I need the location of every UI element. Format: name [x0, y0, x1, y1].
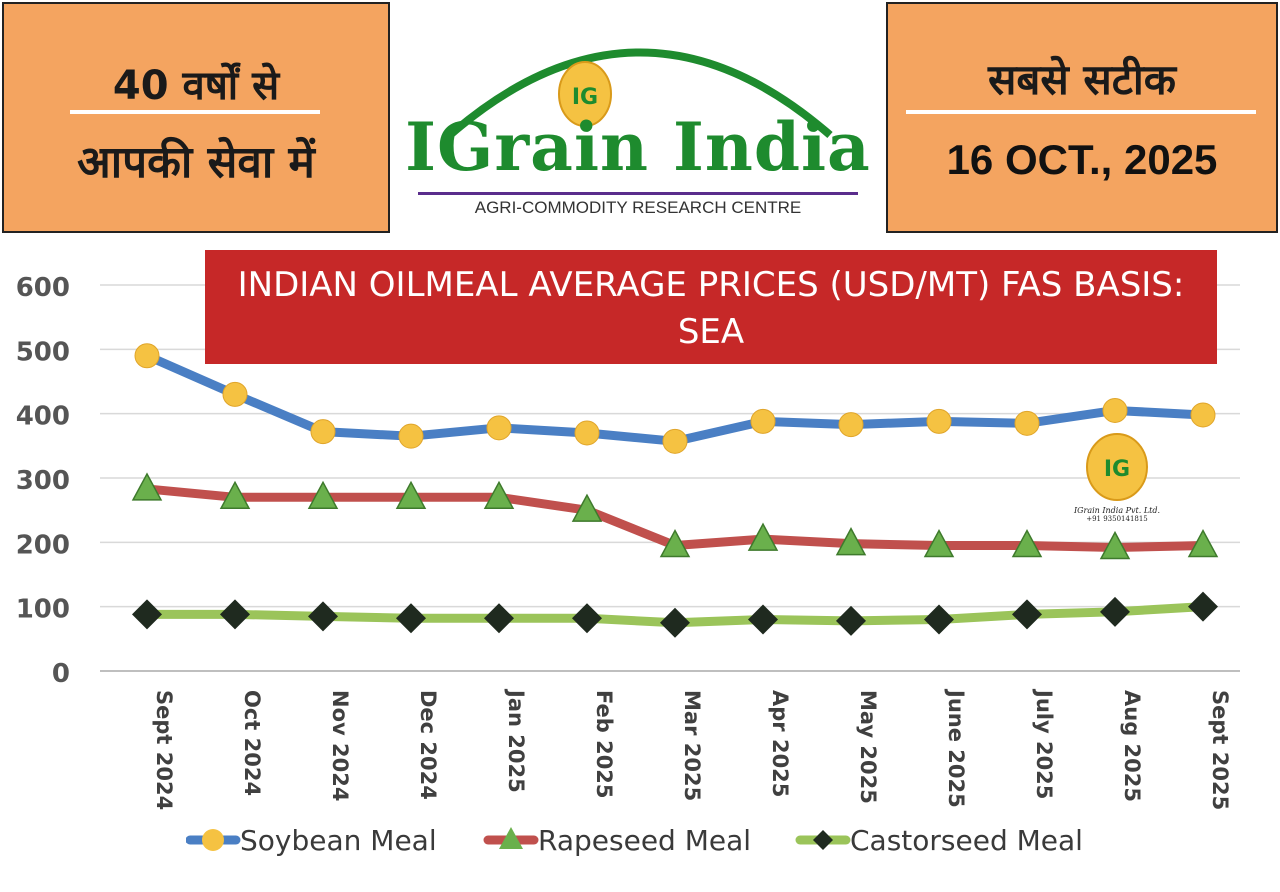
x-tick-label: Nov 2024	[328, 690, 352, 801]
x-tick-label: June 2025	[944, 688, 968, 808]
header: 40 वर्षों से आपकी सेवा में IG IGrain Ind…	[0, 0, 1280, 237]
data-point	[220, 599, 250, 630]
y-tick-label: 100	[16, 595, 70, 625]
right-banner-panel: सबसे सटीक 16 OCT., 2025	[886, 2, 1278, 233]
logo-badge-text: IG	[572, 85, 598, 110]
chart-title-line-1: INDIAN OILMEAL AVERAGE PRICES (USD/MT) F…	[237, 265, 1185, 305]
data-point	[134, 343, 160, 369]
x-tick-label: Mar 2025	[680, 690, 704, 801]
data-point	[836, 605, 866, 636]
data-point	[750, 408, 776, 434]
data-point	[1012, 599, 1042, 630]
data-point	[924, 604, 954, 635]
y-tick-label: 600	[16, 273, 70, 303]
y-tick-label: 0	[52, 659, 70, 689]
x-tick-label: July 2025	[1032, 688, 1056, 799]
data-point	[574, 420, 600, 446]
x-tick-label: Dec 2024	[416, 690, 440, 800]
data-point	[132, 599, 162, 630]
watermark-phone: +91 9350141815	[1086, 515, 1148, 523]
data-point	[747, 522, 779, 551]
data-point	[1099, 530, 1131, 560]
data-point	[660, 607, 690, 638]
data-point	[310, 419, 336, 445]
data-point	[572, 603, 602, 634]
left-banner-panel: 40 वर्षों से आपकी सेवा में	[2, 2, 390, 233]
y-tick-label: 300	[16, 466, 70, 496]
y-tick-label: 200	[16, 530, 70, 560]
data-point	[1188, 591, 1218, 622]
x-tick-label: Sept 2025	[1208, 690, 1232, 810]
data-point	[1100, 596, 1130, 627]
y-tick-label: 400	[16, 402, 70, 432]
data-point	[396, 603, 426, 634]
y-tick-label: 500	[16, 337, 70, 367]
data-point	[838, 412, 864, 438]
data-point	[486, 415, 512, 441]
logo-arch-icon: IG	[447, 48, 833, 139]
logo-title: IGrain India	[405, 108, 871, 186]
data-point	[1187, 528, 1219, 558]
legend-label-soybean: Soybean Meal	[240, 824, 437, 857]
divider-line	[70, 110, 320, 114]
data-point	[1011, 528, 1043, 558]
legend-label-rapeseed: Rapeseed Meal	[538, 824, 752, 857]
data-point	[308, 601, 338, 632]
data-point	[307, 480, 339, 510]
accuracy-tagline: सबसे सटीक	[987, 55, 1177, 104]
x-tick-label: Aug 2025	[1120, 690, 1144, 802]
tagline-line-1: 40 वर्षों से	[112, 63, 280, 109]
chart-title-line-2: SEA	[677, 312, 745, 352]
watermark-logo-icon: IG	[1086, 433, 1148, 501]
igrain-logo: IG IGrain India AGRI-COMMODITY RESEARCH …	[390, 2, 886, 233]
x-tick-label: Jan 2025	[504, 688, 528, 793]
x-tick-label: Sept 2024	[152, 690, 176, 810]
data-point	[835, 527, 867, 556]
x-tick-label: May 2025	[856, 690, 880, 804]
legend-swatch-marker	[499, 827, 523, 849]
x-tick-label: Oct 2024	[240, 690, 264, 796]
watermark: IG IGrain India Pvt. Ltd. +91 9350141815	[1062, 432, 1172, 523]
logo-underline	[418, 192, 858, 195]
watermark-badge-text: IG	[1104, 457, 1130, 482]
watermark-company: IGrain India Pvt. Ltd.	[1073, 506, 1161, 515]
series-line	[142, 351, 1208, 446]
legend-swatch-marker	[813, 830, 833, 850]
tagline-line-2: आपकी सेवा में	[77, 137, 315, 188]
data-point	[131, 472, 163, 501]
data-point	[219, 480, 251, 510]
data-point	[398, 423, 424, 449]
data-point	[1190, 402, 1216, 428]
logo-subtitle: AGRI-COMMODITY RESEARCH CENTRE	[474, 198, 802, 217]
chart-legend: Soybean Meal Rapeseed Meal Castorseed Me…	[186, 818, 1086, 862]
data-point	[1102, 397, 1128, 423]
data-point	[748, 604, 778, 635]
data-point	[923, 528, 955, 558]
data-point	[483, 480, 515, 510]
data-point	[395, 480, 427, 510]
data-point	[926, 408, 952, 434]
chart-title: INDIAN OILMEAL AVERAGE PRICES (USD/MT) F…	[205, 250, 1217, 364]
legend-label-castorseed: Castorseed Meal	[850, 824, 1083, 857]
data-point	[222, 381, 248, 407]
data-point	[484, 603, 514, 634]
divider-line	[906, 110, 1256, 114]
report-date: 16 OCT., 2025	[946, 136, 1218, 183]
data-point	[1014, 410, 1040, 436]
data-point	[659, 528, 691, 558]
data-point	[571, 493, 603, 522]
x-tick-label: Feb 2025	[592, 690, 616, 799]
data-point	[662, 428, 688, 454]
legend-swatch-marker	[202, 829, 224, 851]
x-tick-label: Apr 2025	[768, 690, 792, 797]
